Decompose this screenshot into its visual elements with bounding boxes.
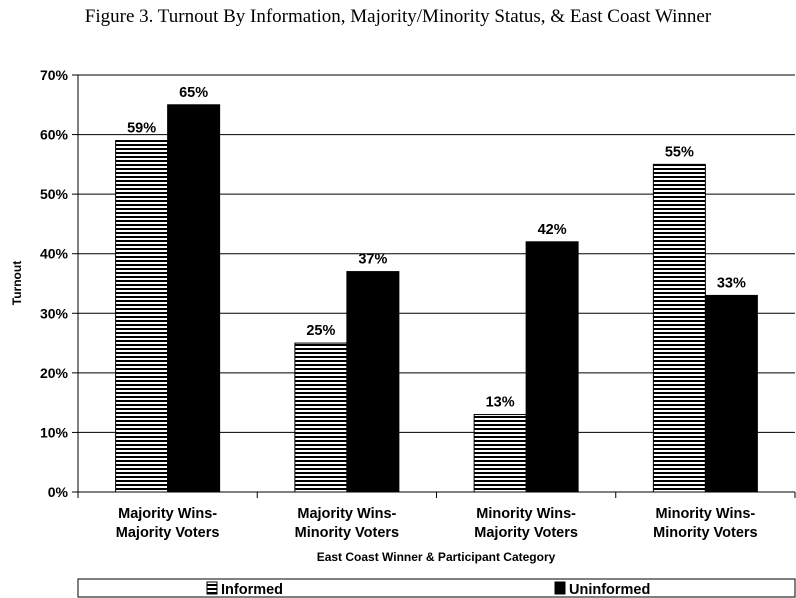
category-label: Majority Voters <box>474 525 578 541</box>
y-tick-label: 70% <box>40 67 69 83</box>
bar-uninformed-1 <box>167 104 221 493</box>
data-labels: 59% 65% 25% 37% 13% 42% 55% 33% <box>127 85 746 411</box>
axes <box>72 74 796 498</box>
bar-informed-2 <box>294 342 348 493</box>
legend-box <box>77 578 796 598</box>
bars <box>115 104 758 493</box>
y-tick-label: 20% <box>40 365 69 381</box>
y-tick-label: 0% <box>48 484 69 500</box>
data-label-uninformed-3: 42% <box>538 222 567 238</box>
category-label: Majority Wins- <box>118 506 217 522</box>
x-axis-title: East Coast Winner & Participant Category <box>317 550 556 564</box>
data-label-uninformed-1: 65% <box>179 85 208 101</box>
category-label: Minority Voters <box>295 525 399 541</box>
data-label-uninformed-2: 37% <box>358 252 387 268</box>
category-labels: Majority Wins- Majority Voters Majority Wi… <box>116 506 758 541</box>
y-tick-labels: 0% 10% 20% 30% 40% 50% 60% 70% <box>40 67 69 500</box>
category-label: Minority Wins- <box>655 506 755 522</box>
bar-uninformed-2 <box>346 271 400 493</box>
data-label-informed-3: 13% <box>486 395 515 411</box>
legend: Informed Uninformed <box>77 578 796 598</box>
data-label-informed-1: 59% <box>127 121 156 137</box>
y-tick-label: 30% <box>40 305 69 321</box>
data-label-uninformed-4: 33% <box>717 275 746 291</box>
bar-informed-1 <box>115 140 169 493</box>
y-tick-label: 50% <box>40 186 69 202</box>
bar-informed-4 <box>652 163 706 493</box>
bar-informed-3 <box>473 414 527 493</box>
chart-title: Figure 3. Turnout By Information, Majori… <box>85 6 712 27</box>
legend-label-uninformed: Uninformed <box>569 582 650 598</box>
y-axis-title: Turnout <box>10 261 24 305</box>
legend-label-informed: Informed <box>221 582 283 598</box>
data-label-informed-4: 55% <box>665 144 694 160</box>
bar-uninformed-3 <box>525 241 579 493</box>
y-tick-label: 40% <box>40 246 69 262</box>
category-label: Majority Wins- <box>297 506 396 522</box>
legend-swatch-uninformed <box>554 581 566 595</box>
y-tick-label: 10% <box>40 424 69 440</box>
legend-swatch-informed <box>206 581 218 595</box>
category-label: Minority Wins- <box>476 506 576 522</box>
category-label: Majority Voters <box>116 525 220 541</box>
data-label-informed-2: 25% <box>306 323 335 339</box>
bar-uninformed-4 <box>704 294 758 493</box>
y-tick-label: 60% <box>40 127 69 143</box>
category-label: Minority Voters <box>653 525 757 541</box>
